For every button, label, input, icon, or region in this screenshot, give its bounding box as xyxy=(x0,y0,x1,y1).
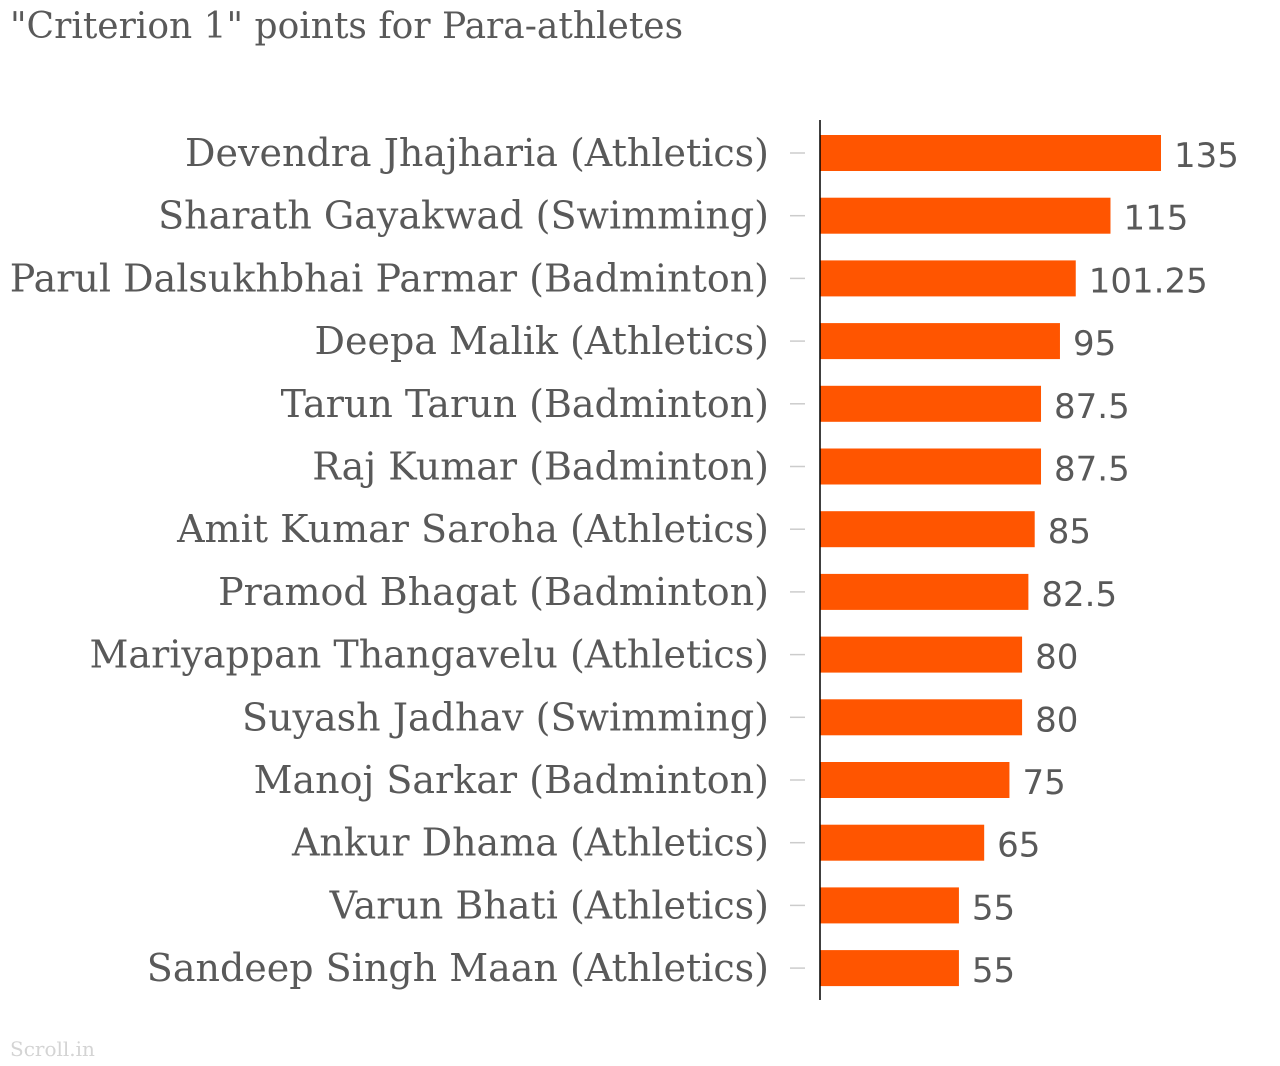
value-label: 115 xyxy=(1123,199,1188,239)
category-label: Deepa Malik (Athletics) xyxy=(315,319,770,363)
bar-row: Parul Dalsukhbhai Parmar (Badminton) 101.… xyxy=(10,256,1208,301)
value-label: 87.5 xyxy=(1054,450,1130,490)
bar-row: Manoj Sarkar (Badminton) 75 xyxy=(254,758,1066,803)
bar-row: Raj Kumar (Badminton) 87.5 xyxy=(312,445,1130,490)
bar xyxy=(820,323,1060,360)
bar-row: Sharath Gayakwad (Swimming) 115 xyxy=(158,194,1188,239)
bar xyxy=(820,260,1076,297)
category-label: Manoj Sarkar (Badminton) xyxy=(254,758,769,802)
bar-row: Suyash Jadhav (Swimming) 80 xyxy=(242,695,1078,740)
bar xyxy=(820,511,1035,548)
value-label: 75 xyxy=(1022,763,1065,803)
chart-title: "Criterion 1" points for Para-athletes xyxy=(10,6,684,47)
category-label: Parul Dalsukhbhai Parmar (Badminton) xyxy=(10,256,769,300)
category-label: Ankur Dhama (Athletics) xyxy=(291,821,769,865)
value-label: 82.5 xyxy=(1041,575,1117,615)
bar xyxy=(820,448,1042,485)
bar-row: Pramod Bhagat (Badminton) 82.5 xyxy=(218,570,1117,615)
value-label: 80 xyxy=(1035,700,1078,740)
bar xyxy=(820,573,1029,610)
bar-row: Sandeep Singh Maan (Athletics) 55 xyxy=(147,946,1015,991)
value-label: 87.5 xyxy=(1054,387,1130,427)
value-label: 80 xyxy=(1035,638,1078,678)
bar xyxy=(820,824,985,861)
bar-row: Amit Kumar Saroha (Athletics) 85 xyxy=(176,507,1091,552)
category-label: Pramod Bhagat (Badminton) xyxy=(218,570,769,614)
category-label: Sandeep Singh Maan (Athletics) xyxy=(147,946,769,990)
value-label: 55 xyxy=(972,951,1015,991)
bar xyxy=(820,762,1010,798)
bar xyxy=(820,135,1161,171)
bar xyxy=(820,385,1042,422)
value-label: 55 xyxy=(972,888,1015,928)
bar-row: Ankur Dhama (Athletics) 65 xyxy=(291,821,1040,866)
bar xyxy=(820,699,1023,736)
bar-row: Devendra Jhajharia (Athletics) 135 xyxy=(185,131,1239,176)
bar-row: Deepa Malik (Athletics) 95 xyxy=(315,319,1117,364)
value-label: 95 xyxy=(1073,324,1116,364)
bar-row: Varun Bhati (Athletics) 55 xyxy=(329,883,1016,928)
bar xyxy=(820,636,1023,673)
value-label: 135 xyxy=(1174,136,1239,176)
category-label: Devendra Jhajharia (Athletics) xyxy=(185,131,769,175)
category-label: Varun Bhati (Athletics) xyxy=(329,883,769,927)
category-label: Sharath Gayakwad (Swimming) xyxy=(158,194,769,238)
value-label: 101.25 xyxy=(1089,261,1208,301)
category-label: Raj Kumar (Badminton) xyxy=(312,445,769,489)
source-credit: Scroll.in xyxy=(10,1037,95,1061)
category-label: Amit Kumar Saroha (Athletics) xyxy=(176,507,769,551)
value-label: 85 xyxy=(1048,512,1091,552)
bar-row: Mariyappan Thangavelu (Athletics) 80 xyxy=(90,633,1079,678)
bar xyxy=(820,197,1111,234)
category-label: Suyash Jadhav (Swimming) xyxy=(242,695,769,739)
value-label: 65 xyxy=(997,826,1040,866)
category-label: Tarun Tarun (Badminton) xyxy=(281,382,769,426)
bar-rows: Devendra Jhajharia (Athletics) 135 Sharath… xyxy=(10,131,1239,991)
bar xyxy=(820,887,959,924)
category-label: Mariyappan Thangavelu (Athletics) xyxy=(90,633,769,677)
bar xyxy=(820,950,959,987)
bar-row: Tarun Tarun (Badminton) 87.5 xyxy=(281,382,1130,427)
